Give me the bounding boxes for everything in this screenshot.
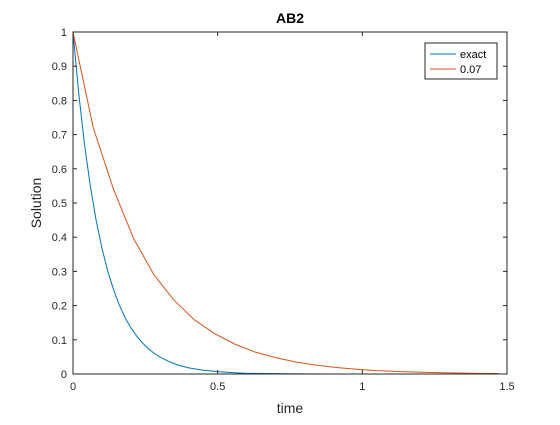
y-tick-label: 0.8 [52,95,67,107]
y-axis-label: Solution [28,178,44,229]
chart-title: AB2 [276,10,304,26]
legend: exact 0.07 [424,42,498,80]
y-tick-label: 0.9 [52,61,67,73]
y-tick-label: 0.1 [52,335,67,347]
legend-label-1: exact [460,49,486,61]
legend-label-2: 0.07 [460,64,481,76]
y-tick-label: 0 [61,369,67,381]
y-tick-label: 0.5 [52,198,67,210]
x-tick-label: 0 [70,381,76,393]
x-axis-label: time [277,400,304,416]
x-tick-label: 1.5 [499,381,514,393]
series-line-2 [72,31,499,374]
plot-background [73,32,507,374]
y-tick-label: 0.3 [52,266,67,278]
y-tick-label: 0.4 [52,232,67,244]
x-tick-label: 1 [359,381,365,393]
x-tick-label: 0.5 [210,381,225,393]
y-tick-label: 0.6 [52,164,67,176]
y-tick-label: 0.2 [52,301,67,313]
ticks-layer: 0 0.5 1 1.5 0 0.1 0.2 0.3 0.4 0.5 0.6 0.7 0.8 0.9 1 [52,27,515,393]
y-tick-label: 1 [61,27,67,39]
legend-box [424,42,498,80]
y-tick-label: 0.7 [52,130,67,142]
